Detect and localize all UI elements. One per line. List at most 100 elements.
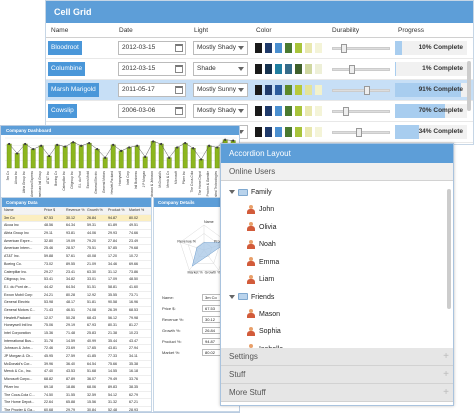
color-swatch[interactable] [315,106,322,116]
chart-bar[interactable] [14,153,20,169]
color-swatch[interactable] [255,127,262,137]
tree-user[interactable]: Noah [247,236,276,253]
color-swatch[interactable] [295,64,302,74]
chart-bar[interactable] [126,147,132,169]
col-date-header[interactable]: Date [119,27,133,34]
table-row[interactable]: American Expre... 32.80 19.09 79.20 27.84 23.… [2,238,151,246]
durability-slider[interactable] [332,65,390,74]
chart-bar[interactable] [62,146,68,169]
accordion-scrollbar[interactable] [447,189,451,309]
color-swatch[interactable] [295,85,302,95]
grid-scrollbar[interactable] [467,61,471,111]
durability-slider[interactable] [332,128,390,137]
light-select[interactable]: Mostly Shady [193,104,248,118]
section-stuff[interactable]: Stuff + [221,366,453,384]
color-swatch[interactable] [265,64,272,74]
color-swatch[interactable] [295,106,302,116]
color-swatch[interactable] [275,106,282,116]
table-row[interactable]: Merck & Co., Inc. 47.40 43.53 51.68 14.55 16.… [2,368,151,377]
calendar-icon[interactable] [175,44,183,52]
expand-settings-icon[interactable]: + [443,351,449,362]
date-field[interactable]: 2012-03-15 [118,41,186,55]
chart-bar[interactable] [86,142,92,169]
table-row[interactable]: Pfizer Inc 69.18 18.86 68.06 89.83 38.35 [2,384,151,392]
table-row[interactable]: E.I. du Pont de... 44.42 64.54 51.51 58.81 41… [2,284,151,292]
table-row[interactable]: American Intern... 25.46 28.57 75.51 57.85 79… [2,245,151,254]
tree-user[interactable]: Liam [247,271,274,288]
color-swatch[interactable] [305,106,312,116]
row-name-button[interactable]: Bloodroot [48,41,82,55]
chart-bar[interactable] [206,145,212,169]
slider-thumb[interactable] [343,107,350,116]
color-swatch[interactable] [255,106,262,116]
date-field[interactable]: 2012-03-15 [118,62,186,76]
tree-user[interactable]: Isabella [247,341,283,348]
col-color-header[interactable]: Color [256,27,272,34]
table-row[interactable]: Hewlett-Packard 12.07 50.28 68.43 56.12 79.98 [2,315,151,323]
col-progress-header[interactable]: Progress [398,27,425,34]
durability-slider[interactable] [332,86,390,95]
table-row[interactable]: Honeywell Intl Inc 75.06 29.19 67.93 80.31 81… [2,322,151,330]
durability-slider[interactable] [332,44,390,53]
tree-user[interactable]: John [247,201,274,218]
calendar-icon[interactable] [175,65,183,73]
chart-bar[interactable] [118,150,124,169]
chevron-down-icon[interactable] [238,67,244,71]
column-header[interactable]: Growth % [87,208,103,212]
table-row[interactable]: International Bus... 31.78 14.59 40.99 35.44… [2,338,151,346]
color-swatch[interactable] [315,64,322,74]
tree-folder-family[interactable]: Family [229,184,272,201]
chart-bar[interactable] [46,155,52,169]
table-row[interactable]: JP Morgan & Ch... 45.95 27.59 41.85 77.33 34.… [2,353,151,361]
chevron-down-icon[interactable] [238,46,244,50]
color-swatch[interactable] [255,43,262,53]
grid-row[interactable]: Marsh Marigold 2011-05-17 Mostly Sunny 91% … [46,80,473,101]
table-row[interactable]: Boeing Co. 73.02 89.55 21.09 34.46 69.66 [2,261,151,269]
tree-user[interactable]: Mason [247,306,280,323]
date-field[interactable]: 2006-03-06 [118,104,186,118]
color-swatch[interactable] [275,64,282,74]
slider-thumb[interactable] [356,128,363,137]
table-row[interactable]: The Coca-Cola C... 74.50 31.55 32.59 54.12 62… [2,392,151,400]
table-row[interactable]: Microsoft Corpo... 68.82 87.89 36.07 79.49 33… [2,376,151,384]
color-swatch[interactable] [295,127,302,137]
chart-bar[interactable] [142,156,148,169]
calendar-icon[interactable] [175,107,183,115]
light-select[interactable]: Shade [193,62,248,76]
chart-bar[interactable] [54,144,60,169]
color-swatch[interactable] [265,85,272,95]
table-row[interactable]: AT&T Inc. 59.88 57.61 40.08 17.20 10.72 [2,253,151,261]
color-swatch[interactable] [255,64,262,74]
chart-bar[interactable] [78,145,84,169]
section-online-users[interactable]: Online Users [221,163,453,181]
color-swatch[interactable] [285,43,292,53]
color-swatch[interactable] [255,85,262,95]
slider-thumb[interactable] [348,65,355,74]
table-row[interactable]: Exxon Mobil Corp 24.21 80.28 12.92 35.55 73.7… [2,292,151,300]
row-name-button[interactable]: Marsh Marigold [48,83,99,97]
col-name-header[interactable]: Name [51,27,69,34]
color-swatch[interactable] [305,43,312,53]
date-field[interactable]: 2011-05-17 [118,83,186,97]
grid-row[interactable]: Cowslip 2006-03-06 Mostly Shady 70% Complet… [46,101,473,122]
section-settings[interactable]: Settings + [221,348,453,366]
expand-arrow-icon[interactable] [229,190,235,195]
chart-bar[interactable] [30,148,36,169]
tree-user[interactable]: Sophia [247,323,281,340]
chevron-down-icon[interactable] [238,88,244,92]
color-swatch[interactable] [275,85,282,95]
calendar-icon[interactable] [175,86,183,94]
row-name-button[interactable]: Cowslip [48,104,77,118]
light-select[interactable]: Mostly Shady [193,41,248,55]
grid-row[interactable]: Columbine 2012-03-15 Shade 1% Complete [46,59,473,80]
chart-bar[interactable] [70,142,76,169]
color-swatch[interactable] [315,127,322,137]
grid-row[interactable]: Bloodroot 2012-03-15 Mostly Shady 10% Compl… [46,38,473,59]
color-swatch[interactable] [275,127,282,137]
chevron-down-icon[interactable] [238,109,244,113]
color-swatch[interactable] [285,106,292,116]
column-header[interactable]: Product % [108,208,125,212]
expand-more-stuff-icon[interactable]: + [443,387,449,398]
chevron-down-icon[interactable] [238,130,244,134]
chart-bar[interactable] [214,147,220,169]
